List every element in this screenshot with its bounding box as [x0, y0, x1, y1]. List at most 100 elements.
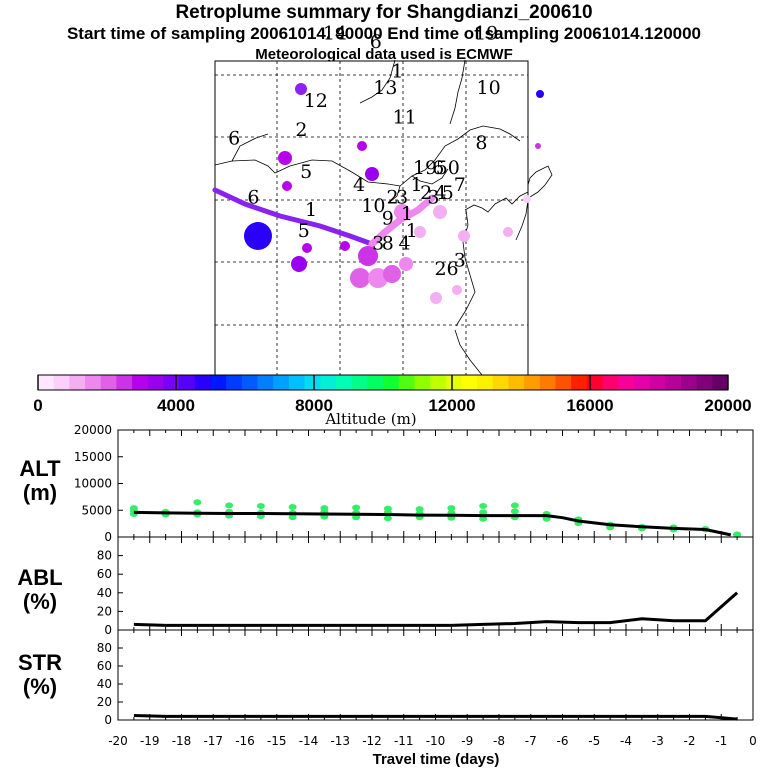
- map-coastlines-borders: [214, 59, 553, 376]
- abl-panel-label: ABL: [17, 565, 62, 590]
- colorbar-tick-label: 0: [33, 396, 42, 415]
- colorbar-cell: [383, 375, 400, 390]
- trajectory-day-label: 8: [475, 132, 487, 154]
- trajectory-cluster-marker: [394, 204, 410, 220]
- map-frame: [214, 60, 529, 376]
- trajectory-day-label: 5: [300, 161, 312, 183]
- trajectory-cluster-marker: [399, 257, 413, 271]
- colorbar-cell: [586, 375, 603, 390]
- x-tick-label: -15: [267, 734, 287, 748]
- colorbar-cell: [508, 375, 525, 390]
- colorbar-cell: [571, 375, 588, 390]
- trajectory-cluster-marker: [383, 265, 401, 283]
- trajectory-day-label: 1: [391, 60, 403, 82]
- colorbar-cell: [524, 375, 541, 390]
- colorbar-cell: [38, 375, 55, 390]
- trajectory-median-path: [212, 187, 375, 247]
- colorbar-cell: [712, 375, 729, 390]
- altitude-scatter-point: [733, 531, 742, 538]
- y-tick-label: 20: [97, 695, 112, 709]
- trajectory-day-label: 2: [420, 182, 432, 204]
- alt-panel-label: ALT: [19, 456, 61, 481]
- trajectory-day-label: 10: [361, 195, 385, 217]
- trajectory-day-label: 6: [432, 157, 444, 179]
- y-tick-label: 40: [97, 586, 112, 600]
- x-tick-label: -20: [108, 734, 128, 748]
- trajectory-day-label: 1: [413, 157, 425, 179]
- trajectory-day-label: 3: [372, 233, 384, 255]
- trajectory-day-label: 5: [442, 182, 454, 204]
- colorbar-cell: [430, 375, 447, 390]
- y-tick-label: 60: [97, 567, 112, 581]
- trajectory-day-label: 14: [323, 23, 347, 45]
- trajectory-cluster-marker: [535, 143, 541, 149]
- x-tick-label: -9: [461, 734, 473, 748]
- x-tick-label: -7: [525, 734, 537, 748]
- colorbar-cell: [665, 375, 682, 390]
- y-tick-label: 5000: [81, 503, 112, 517]
- x-tick-label: -13: [330, 734, 350, 748]
- colorbar-cell: [680, 375, 698, 390]
- sampling-time-subtitle: Start time of sampling 20061014. 90000 E…: [66, 24, 702, 43]
- altitude-scatter-point: [415, 506, 424, 513]
- y-tick-label: 10000: [74, 477, 112, 491]
- series-line-alt: [133, 510, 732, 537]
- x-tick-label: -10: [426, 734, 446, 748]
- trajectory-day-label: 9: [425, 157, 437, 179]
- trajectory-cluster-marker: [536, 90, 544, 98]
- y-tick-label: 20000: [74, 423, 112, 437]
- trajectory-day-label: 1: [411, 174, 423, 196]
- colorbar-cell: [539, 375, 556, 390]
- colorbar-cell: [226, 375, 243, 390]
- chart-title: Retroplume summary for Shangdianzi_20061…: [175, 2, 593, 23]
- y-tick-label: 60: [97, 659, 112, 673]
- y-tick-label: 80: [97, 641, 112, 655]
- panel-frame: [117, 629, 754, 721]
- colorbar-cell: [555, 375, 572, 390]
- trajectory-cluster-marker: [278, 151, 292, 165]
- trajectory-day-label: 4: [435, 182, 447, 204]
- y-tick-label: 0: [104, 713, 112, 727]
- colorbar-cell: [367, 375, 384, 390]
- colorbar-tick-label: 16000: [566, 396, 613, 415]
- colorbar-cell: [210, 375, 227, 390]
- y-tick-label: 0: [104, 623, 112, 637]
- colorbar-axis-label: Altitude (m): [324, 410, 416, 428]
- trajectory-day-label: 5: [298, 220, 310, 242]
- x-tick-label: -5: [588, 734, 600, 748]
- y-tick-label: 15000: [74, 450, 112, 464]
- y-tick-label: 0: [104, 530, 112, 544]
- trajectory-day-label: 1: [406, 220, 418, 242]
- colorbar-cell: [85, 375, 102, 390]
- trajectory-day-label: 6: [370, 31, 382, 53]
- altitude-scatter-point: [383, 505, 392, 512]
- trajectory-day-label: 50: [436, 157, 460, 179]
- trajectory-day-label: 4: [399, 233, 411, 255]
- colorbar-cell: [288, 375, 305, 390]
- colorbar-tick-label: 12000: [428, 396, 475, 415]
- trajectory-cluster-marker: [365, 167, 379, 181]
- series-line-abl: [133, 591, 739, 627]
- trajectory-day-label: 2: [295, 119, 307, 141]
- trajectory-cluster-marker: [433, 205, 447, 219]
- x-tick-label: -18: [172, 734, 192, 748]
- x-tick-label: -12: [362, 734, 382, 748]
- altitude-scatter-point: [447, 505, 456, 512]
- trajectory-cluster-marker: [302, 243, 312, 253]
- trajectory-cluster-marker: [340, 241, 350, 251]
- trajectory-cluster-marker: [244, 222, 272, 250]
- trajectory-day-label: 1: [401, 203, 413, 225]
- colorbar-tick-label: 20000: [704, 396, 751, 415]
- trajectory-day-label: 9: [382, 207, 394, 229]
- colorbar-tick-label: 8000: [295, 396, 333, 415]
- colorbar-cell: [147, 375, 164, 390]
- abl-panel-unit: (%): [23, 589, 57, 614]
- altitude-colorbar: 0 4000 8000 12000 16000 20000 Altitude (m): [33, 374, 752, 428]
- colorbar-cell: [633, 375, 650, 390]
- panel-alt: 0 5000 10000 15000 20000: [74, 423, 754, 544]
- altitude-scatter-point: [288, 514, 297, 521]
- trajectory-day-label: 11: [393, 107, 417, 129]
